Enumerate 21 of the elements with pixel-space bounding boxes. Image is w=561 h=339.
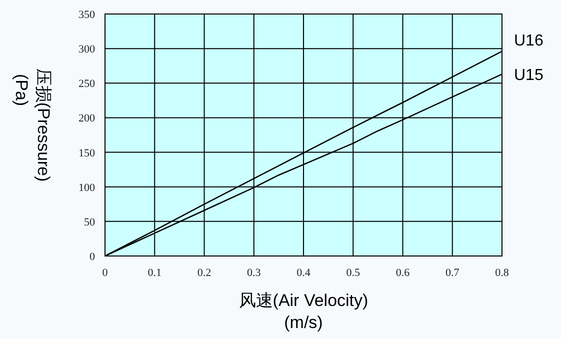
y-tick-label: 0 — [90, 251, 96, 263]
y-tick-label: 50 — [84, 216, 96, 228]
y-tick-label: 300 — [78, 44, 96, 56]
series-label: U16 — [514, 32, 544, 50]
x-tick-label: 0 — [102, 267, 108, 279]
y-axis-title: 压损(Pressure) (Pa) — [12, 68, 53, 182]
x-tick-label: 0.1 — [148, 267, 162, 279]
y-tick-label: 250 — [78, 78, 96, 90]
x-tick-label: 0.5 — [346, 267, 360, 279]
series-label: U15 — [514, 67, 544, 84]
x-tick-label: 0.6 — [396, 267, 410, 279]
y-tick-label: 100 — [78, 182, 96, 194]
y-tick-label: 350 — [78, 9, 96, 21]
x-axis-title: 风速(Air Velocity) (m/s) — [238, 291, 368, 332]
y-tick-label: 150 — [78, 147, 96, 160]
x-tick-label: 0.7 — [446, 267, 460, 279]
x-tick-label: 0.4 — [296, 267, 311, 279]
y-tick-label: 200 — [78, 112, 96, 125]
x-tick-label: 0.2 — [197, 267, 212, 279]
x-tick-label: 0.3 — [247, 267, 262, 279]
x-tick-label: 0.8 — [495, 267, 510, 279]
